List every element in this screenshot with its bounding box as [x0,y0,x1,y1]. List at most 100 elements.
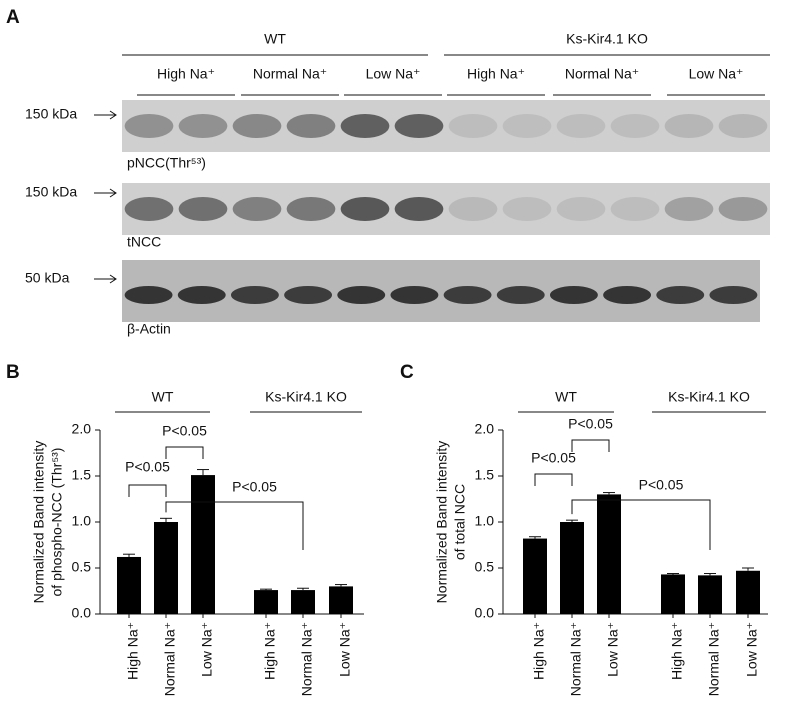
blot-band [664,114,714,138]
x-tick-label: Normal Na⁺ [706,622,722,696]
y-tick-label: 1.0 [475,513,495,529]
x-tick-label: Normal Na⁺ [162,622,178,696]
mw-arrow [94,274,117,284]
x-tick-label: Low Na⁺ [199,622,215,677]
significance-label: P<0.05 [125,459,170,475]
mw-marker: 150 kDa [25,184,77,200]
lane-label: Normal Na⁺ [565,66,639,82]
y-tick-label: 0.5 [72,559,92,575]
blot-band [340,114,390,138]
blot-band [718,114,768,138]
blot-band [603,286,652,304]
mw-marker: 50 kDa [25,270,70,286]
group-label: WT [555,389,577,405]
error-bar [529,536,541,539]
x-tick-label: Low Na⁺ [744,622,760,677]
blot-band [610,114,660,138]
blot-label: β-Actin [127,321,171,337]
bar [154,522,178,614]
y-tick-label: 0.0 [72,605,92,621]
x-tick-label: Low Na⁺ [605,622,621,677]
x-tick-label: High Na⁺ [262,622,278,680]
x-tick-label: High Na⁺ [531,622,547,680]
error-bar [742,567,754,571]
significance-bracket [571,439,610,452]
mw-arrow [94,188,117,198]
y-axis-label: Normalized Band intensity [31,441,47,604]
blot-band [177,286,226,304]
blot [122,183,770,235]
blot-band [178,114,228,138]
blot-band [656,286,705,304]
blot-band [284,286,333,304]
y-tick-label: 2.0 [72,421,92,437]
y-axis-label: of phospho-NCC (Thr⁵³) [49,448,65,597]
error-bar [335,584,347,587]
x-tick-label: Normal Na⁺ [299,622,315,696]
lane-label: High Na⁺ [467,66,525,82]
significance-bracket [165,446,204,459]
group-label: Ks-Kir4.1 KO [566,31,648,47]
significance-label: P<0.05 [568,416,613,432]
bar [291,590,315,614]
group-label: WT [152,389,174,405]
blot-band [232,197,282,221]
mw-marker: 150 kDa [25,106,77,122]
blot-band [340,197,390,221]
blot-band [718,197,768,221]
mw-arrow [94,110,117,120]
bar [329,586,353,614]
y-tick-label: 0.5 [475,559,495,575]
y-tick-label: 1.5 [72,467,92,483]
y-tick-label: 0.0 [475,605,495,621]
blot-band [448,114,498,138]
error-bar [297,587,309,591]
error-bar [123,553,135,557]
blot-band [443,286,492,304]
blot-band [390,286,439,304]
significance-bracket [571,499,711,550]
blot-label: tNCC [127,234,161,250]
significance-label: P<0.05 [232,479,277,495]
significance-label: P<0.05 [162,423,207,439]
blot-band [178,197,228,221]
significance-label: P<0.05 [639,477,684,493]
error-bar [566,519,578,522]
y-tick-label: 1.5 [475,467,495,483]
panel-letter: C [400,362,414,383]
blot-band [337,286,386,304]
lane-label: High Na⁺ [157,66,215,82]
blot-band [124,114,174,138]
bar [560,522,584,614]
lane-label: Normal Na⁺ [253,66,327,82]
x-tick-label: Normal Na⁺ [568,622,584,696]
blot-band [448,197,498,221]
blot-band [502,114,552,138]
bar [523,538,547,614]
bar [254,590,278,614]
blot-band [124,197,174,221]
significance-label: P<0.05 [531,450,576,466]
y-axis-label: of total NCC [452,484,468,560]
blot-band [664,197,714,221]
blot-band [556,197,606,221]
blot-band [549,286,598,304]
y-tick-label: 1.0 [72,513,92,529]
significance-bracket [128,484,167,497]
error-bar [667,573,679,575]
error-bar [160,517,172,522]
x-tick-label: Low Na⁺ [337,622,353,677]
bar [191,475,215,614]
group-label: WT [264,31,286,47]
significance-bracket [534,473,573,486]
blot-band [232,114,282,138]
y-axis-label: Normalized Band intensity [434,441,450,604]
blot-band [394,114,444,138]
x-tick-label: High Na⁺ [669,622,685,680]
blot-band [502,197,552,221]
blot-band [610,197,660,221]
bar [117,556,141,614]
blot-band [286,197,336,221]
panel-letter: B [6,362,20,383]
